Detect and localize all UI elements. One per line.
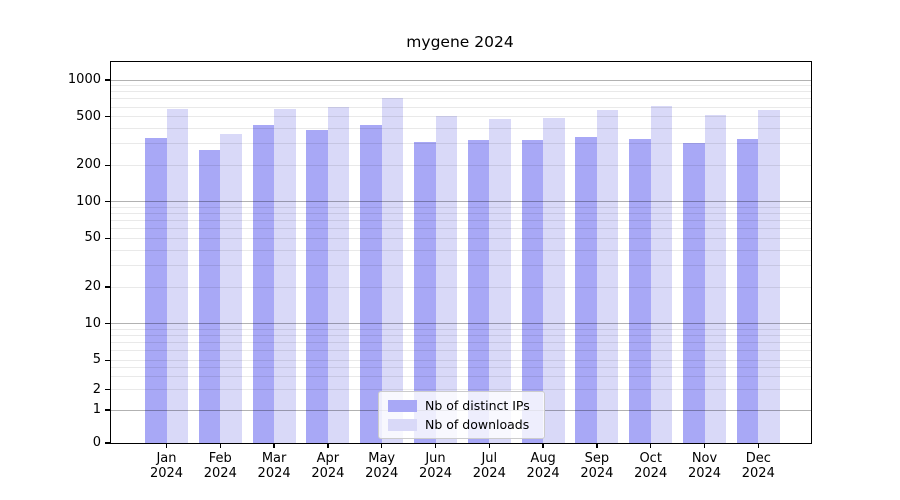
legend-item-downloads: Nb of downloads: [388, 417, 535, 432]
x-tick-mark-jul-2024: [488, 443, 490, 448]
y-tick-label-1: 1: [92, 402, 101, 417]
x-tick-label-jan-2024: Jan 2024: [149, 451, 184, 481]
bar-downloads-jun-2024: [435, 116, 457, 443]
y-tick-mark-100: [105, 201, 110, 203]
y-tick-mark-0: [105, 442, 110, 444]
y-tick-mark-1: [105, 409, 110, 411]
gridline-1000: [111, 79, 811, 81]
gridline-800: [111, 91, 811, 93]
y-tick-mark-10: [105, 323, 110, 325]
x-tick-mark-oct-2024: [650, 443, 652, 448]
y-tick-label-0: 0: [92, 435, 101, 450]
x-tick-label-apr-2024: Apr 2024: [311, 451, 345, 481]
chart-title: mygene 2024: [406, 33, 514, 51]
x-tick-mark-jun-2024: [434, 443, 437, 448]
x-tick-label-dec-2024: Dec 2024: [741, 451, 775, 481]
x-tick-mark-mar-2024: [273, 443, 275, 448]
y-tick-label-5: 5: [92, 352, 101, 368]
y-tick-label-100: 100: [76, 193, 101, 209]
bar-downloads-jan-2024: [166, 109, 188, 443]
y-tick-mark-5: [105, 359, 110, 361]
plot-area: 0 1 2 5 10 20 50 100 200 500 1000 Jan 2024 Feb 2024 Ma…: [68, 61, 812, 481]
x-tick-label-mar-2024: Mar 2024: [257, 451, 291, 481]
bar-distinct-ips-aug-2024: [521, 140, 544, 443]
bar-downloads-nov-2024: [704, 115, 726, 443]
bar-downloads-mar-2024: [274, 109, 296, 443]
y-tick-mark-1000: [105, 79, 110, 81]
x-tick-mark-aug-2024: [542, 443, 544, 448]
x-tick-label-jun-2024: Jun 2024: [418, 451, 453, 481]
x-tick-mark-nov-2024: [703, 443, 706, 448]
x-tick-mark-feb-2024: [219, 443, 221, 448]
x-tick-label-feb-2024: Feb 2024: [203, 451, 237, 481]
bar-distinct-ips-sep-2024: [575, 136, 597, 443]
x-tick-mark-apr-2024: [327, 443, 329, 448]
y-tick-label-2: 2: [92, 381, 101, 397]
y-tick-mark-20: [105, 286, 110, 288]
x-tick-mark-sep-2024: [596, 443, 598, 448]
bar-distinct-ips-jun-2024: [414, 141, 436, 443]
bar-downloads-feb-2024: [220, 134, 242, 443]
y-tick-mark-50: [105, 237, 110, 239]
x-tick-label-aug-2024: Aug 2024: [526, 451, 560, 481]
legend-swatch-distinct-ips: [388, 399, 417, 412]
y-tick-label-20: 20: [84, 279, 101, 294]
bar-downloads-aug-2024: [543, 117, 565, 443]
bar-downloads-sep-2024: [596, 110, 619, 443]
bar-distinct-ips-nov-2024: [683, 142, 705, 443]
x-tick-mark-dec-2024: [757, 443, 759, 448]
bar-downloads-apr-2024: [327, 107, 350, 443]
bar-distinct-ips-dec-2024: [736, 138, 759, 443]
x-tick-label-nov-2024: Nov 2024: [687, 451, 722, 481]
y-tick-label-50: 50: [84, 230, 101, 246]
x-tick-label-sep-2024: Sep 2024: [580, 451, 614, 481]
bar-downloads-dec-2024: [758, 109, 780, 443]
y-tick-label-500: 500: [76, 108, 101, 124]
bar-distinct-ips-apr-2024: [306, 130, 328, 443]
legend-label-downloads: Nb of downloads: [425, 417, 530, 432]
gridline-900: [111, 85, 811, 87]
bar-downloads-jul-2024: [489, 119, 511, 443]
y-tick-mark-2: [105, 388, 110, 391]
y-tick-label-1000: 1000: [67, 72, 101, 87]
bar-downloads-may-2024: [381, 98, 404, 443]
bar-distinct-ips-oct-2024: [629, 138, 651, 443]
y-tick-label-10: 10: [84, 315, 101, 331]
gridline-700: [111, 98, 811, 100]
bar-distinct-ips-jan-2024: [145, 138, 167, 443]
x-tick-mark-jan-2024: [165, 443, 168, 448]
y-tick-mark-500: [105, 116, 110, 118]
bar-distinct-ips-mar-2024: [252, 125, 275, 443]
legend-swatch-downloads: [388, 418, 417, 431]
y-tick-mark-200: [105, 164, 110, 166]
gridline-600: [111, 106, 811, 108]
legend: Nb of distinct IPs Nb of downloads: [378, 391, 545, 439]
legend-item-distinct-ips: Nb of distinct IPs: [388, 398, 535, 413]
bar-distinct-ips-jul-2024: [467, 140, 490, 443]
x-tick-label-oct-2024: Oct 2024: [634, 451, 668, 481]
bar-downloads-oct-2024: [650, 105, 673, 443]
bar-distinct-ips-feb-2024: [198, 150, 221, 443]
x-tick-label-may-2024: May 2024: [365, 451, 399, 481]
y-tick-label-200: 200: [76, 157, 101, 173]
x-tick-mark-may-2024: [381, 443, 383, 448]
x-tick-label-jul-2024: Jul 2024: [472, 451, 506, 481]
legend-label-distinct-ips: Nb of distinct IPs: [425, 398, 530, 413]
bar-distinct-ips-may-2024: [360, 124, 382, 443]
